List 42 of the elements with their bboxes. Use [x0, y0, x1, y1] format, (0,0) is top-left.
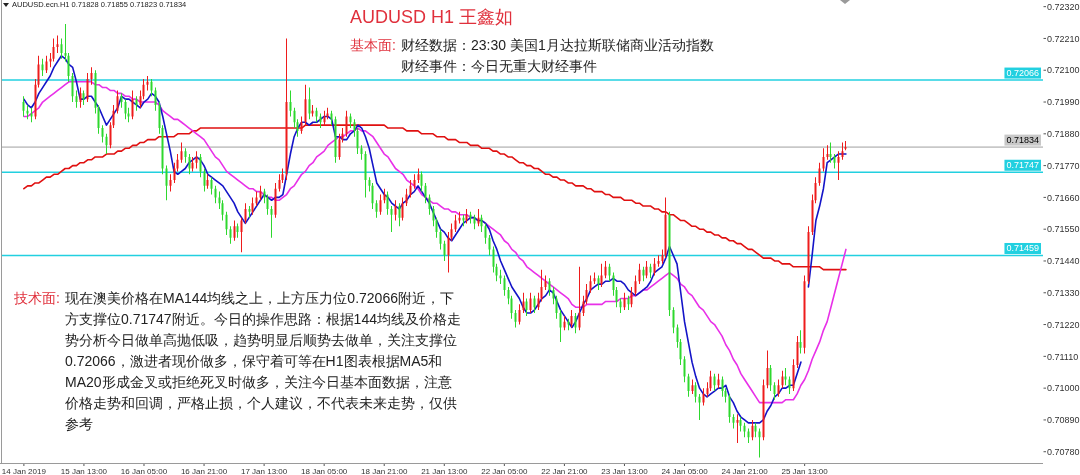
y-tick-label: 0.72210 — [1047, 33, 1080, 44]
x-tick-label: 18 Jan 05:00 — [301, 466, 348, 475]
chart-title: AUDUSD H1 王鑫如 — [350, 6, 514, 29]
y-tick-label: 0.71000 — [1047, 383, 1080, 394]
annotation: 财经数据：23:30 美国1月达拉斯联储商业活动指数 — [401, 36, 714, 55]
x-tick-label: 24 Jan 05:00 — [661, 466, 709, 475]
y-tick-label: 0.71110 — [1047, 351, 1079, 362]
x-tick-label: 18 Jan 21:00 — [361, 466, 408, 475]
x-tick-label: 16 Jan 05:00 — [120, 466, 168, 475]
x-tick-label: 24 Jan 21:00 — [721, 466, 769, 475]
y-tick-label: 0.71990 — [1047, 97, 1080, 108]
x-tick-label: 22 Jan 05:00 — [481, 466, 529, 475]
candlestick — [829, 142, 832, 163]
x-tick-label: 22 Jan 21:00 — [541, 466, 589, 475]
ref-line-label: 0.71747 — [1006, 160, 1039, 171]
ref-line-label: 0.71459 — [1006, 243, 1039, 254]
line-series — [23, 124, 847, 271]
y-tick-label: 0.71660 — [1047, 192, 1080, 203]
y-tick-label: 0.71440 — [1047, 256, 1080, 267]
annotation: 基本面: — [350, 36, 396, 55]
y-tick-label: 0.71220 — [1047, 319, 1080, 330]
y-tick-label: 0.71880 — [1047, 129, 1080, 140]
y-tick-label: 0.71330 — [1047, 287, 1080, 298]
y-tick-label: 0.71770 — [1047, 160, 1080, 171]
y-tick-label: 0.72320 — [1047, 1, 1080, 12]
y-tick-label: 0.71550 — [1047, 224, 1080, 235]
x-tick-label: 17 Jan 13:00 — [240, 466, 288, 475]
annotation: 现在澳美价格在MA144均线之上，上方压力位0.72066附近，下方支撑位0.71747附近。今日的操作思路：根据144均线及价格走势分析今日做单高抛低吸，趋势明显后顺势去做单，关注支撑位0.72066，激进者现价做多，保守着可等在H1图表根据MA5和MA20形成金叉或拒绝死叉时做多，关注今日基本面数据，注意价格走势和回调，严格止损，个人建议，不代表未来走势，仅供参考 — [65, 289, 462, 434]
x-tick-label: 25 Jan 13:00 — [781, 466, 829, 475]
candlestick — [736, 414, 739, 444]
x-tick-label: 15 Jan 13:00 — [60, 466, 108, 475]
candlestick — [826, 145, 829, 160]
x-tick-label: 23 Jan 13:00 — [601, 466, 649, 475]
x-tick-label: 16 Jan 21:00 — [180, 466, 228, 475]
y-tick-label: 0.72100 — [1047, 65, 1080, 76]
y-tick-label: 0.70890 — [1047, 415, 1080, 426]
y-tick-label: 0.70780 — [1047, 446, 1080, 457]
ref-line-label: 0.71834 — [1006, 135, 1039, 146]
ref-line-label: 0.72066 — [1006, 68, 1039, 79]
annotation: 技术面: — [14, 289, 60, 308]
x-tick-label: 14 Jan 2019 — [1, 466, 47, 475]
x-tick-label: 21 Jan 13:00 — [421, 466, 468, 475]
